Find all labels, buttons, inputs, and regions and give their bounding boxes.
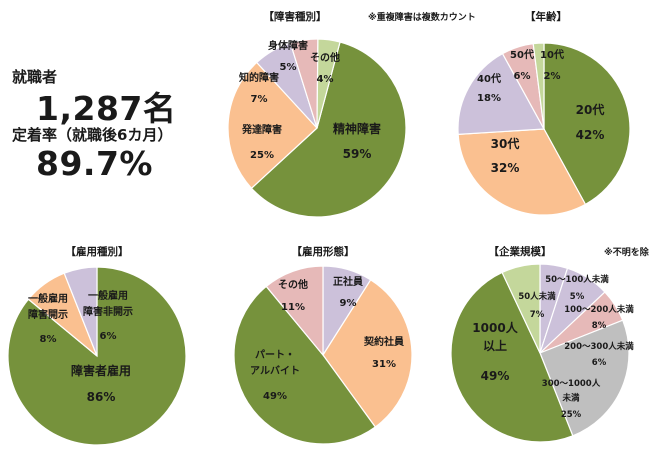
slice-category-label: 発達障害 [241, 123, 282, 136]
chart-title: 【年齢】 [525, 10, 567, 23]
pie-slice [450, 271, 574, 443]
slice-category-label: 200〜300人未満 [564, 341, 634, 352]
slice-category-label: 100〜200人未満 [564, 304, 634, 315]
slice-category-label: 障害者雇用 [71, 363, 131, 378]
slice-value-label: 7% [530, 310, 545, 320]
pie-slice [539, 319, 630, 437]
slice-category-label: 300〜1000人 [542, 378, 601, 389]
slice-value-label: 8% [40, 334, 57, 345]
employed-value: 1,287名 [36, 89, 177, 128]
slice-category-label: 障害開示 [28, 308, 68, 321]
chart-note: ※不明を除く [604, 246, 650, 258]
slice-value-label: 49% [263, 391, 287, 402]
slice-category-label: 20代 [576, 102, 605, 117]
slice-category-label: 一般雇用 [88, 289, 128, 302]
slice-category-label: 30代 [491, 136, 520, 151]
slice-value-label: 25% [561, 410, 582, 420]
slice-value-label: 6% [592, 358, 607, 368]
slice-category-label: 身体障害 [268, 39, 308, 52]
slice-category-label: 障害非開示 [83, 305, 133, 318]
slice-category-label: その他 [278, 278, 308, 291]
chart-title: 【雇用形態】 [292, 245, 355, 258]
retention-value: 89.7% [36, 144, 153, 183]
slice-value-label: 2% [544, 71, 561, 82]
slice-category-label: 正社員 [333, 275, 363, 288]
slice-value-label: 59% [343, 147, 372, 161]
slice-value-label: 25% [250, 150, 274, 161]
slice-value-label: 49% [481, 369, 510, 383]
slice-value-label: 9% [340, 298, 357, 309]
slice-category-label: 知的障害 [238, 71, 279, 84]
slice-category-label: 以上 [483, 338, 507, 353]
chart-title: 【障害種別】 [264, 10, 327, 23]
employed-label: 就職者 [12, 68, 58, 86]
slice-value-label: 5% [280, 62, 297, 73]
slice-category-label: アルバイト [250, 365, 300, 377]
slice-value-label: 42% [576, 128, 605, 142]
pie-slice [457, 128, 587, 216]
pie-slice [316, 38, 341, 129]
pie-slice [501, 263, 541, 354]
slice-value-label: 6% [100, 331, 117, 342]
slice-value-label: 4% [317, 74, 334, 85]
pie-slice [322, 279, 413, 428]
slice-category-label: 一般雇用 [28, 292, 68, 305]
slice-category-label: 40代 [477, 72, 501, 85]
slice-category-label: パート・ [255, 349, 295, 361]
pie-slice [265, 265, 324, 357]
slice-value-label: 31% [372, 359, 396, 370]
pie-slice [233, 285, 377, 445]
slice-value-label: 7% [251, 94, 268, 105]
pie-slice [227, 61, 318, 190]
slice-category-label: 50人未満 [518, 291, 556, 302]
chart-note: ※重複障害は複数カウント [368, 11, 476, 23]
slice-category-label: 1000人 [472, 320, 518, 335]
pie-slice [532, 42, 545, 130]
slice-category-label: 50〜100人未満 [545, 274, 609, 285]
slice-category-label: 50代 [510, 48, 534, 61]
retention-label: 定着率（就職後6カ月） [12, 126, 173, 144]
slice-value-label: 86% [87, 390, 116, 404]
slice-value-label: 32% [491, 161, 520, 175]
slice-category-label: 10代 [540, 48, 564, 61]
slice-category-label: その他 [310, 51, 340, 64]
slice-value-label: 6% [514, 71, 531, 82]
chart-title: 【雇用種別】 [66, 245, 129, 258]
pie-slice [250, 41, 407, 218]
slice-category-label: 精神障害 [333, 121, 381, 136]
pie-slice [457, 52, 545, 136]
pie-slice [543, 42, 631, 206]
slice-value-label: 11% [281, 302, 305, 313]
slice-value-label: 5% [570, 292, 585, 302]
summary-stats: 就職者 1,287名 定着率（就職後6カ月） 89.7% [0, 0, 210, 230]
slice-category-label: 未満 [561, 393, 580, 404]
slice-value-label: 18% [477, 93, 501, 104]
chart-title: 【企業規模】 [489, 245, 552, 258]
slice-category-label: 契約社員 [364, 335, 404, 348]
slice-value-label: 8% [592, 321, 607, 331]
pie-slice [63, 266, 98, 357]
